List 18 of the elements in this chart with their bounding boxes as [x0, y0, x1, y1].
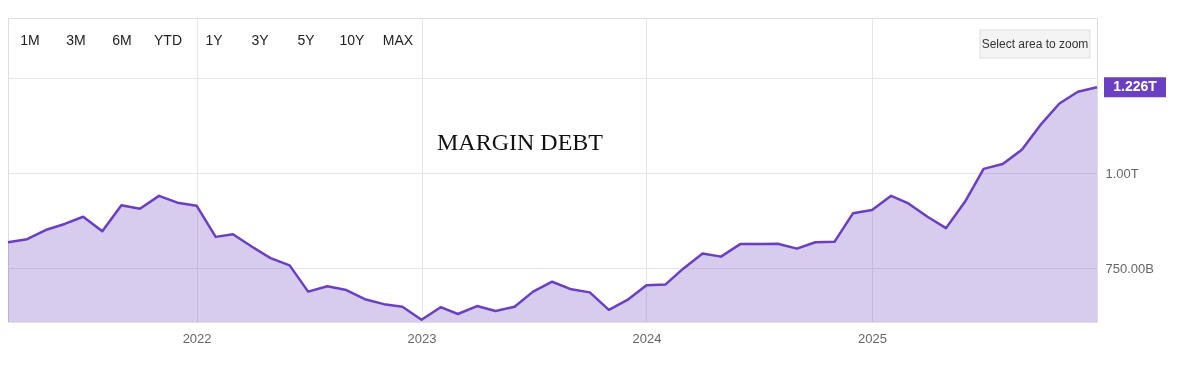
x-tick-label: 2023	[407, 330, 437, 346]
annotation: YTD	[154, 32, 182, 48]
x-tick-label: 2022	[182, 330, 212, 346]
annotation: 1.226T	[1113, 78, 1158, 95]
annotation: 1Y	[205, 32, 224, 48]
annotation: 1M	[20, 32, 40, 48]
annotation: 3M	[66, 32, 86, 48]
x-tick-label: 2024	[632, 330, 662, 346]
y-tick-label: 750.00B	[1105, 260, 1154, 276]
annotation: 3Y	[251, 32, 270, 48]
x-tick-label: 2025	[858, 330, 888, 346]
annotation: 6M	[112, 32, 132, 48]
text: MARGIN DEBT	[437, 129, 604, 155]
annotation: Select area to zoom	[981, 37, 1089, 51]
annotation: 10Y	[339, 32, 366, 48]
annotation: MAX	[382, 32, 414, 48]
annotation: 5Y	[297, 32, 316, 48]
y-tick-label: 1.00T	[1105, 165, 1139, 181]
